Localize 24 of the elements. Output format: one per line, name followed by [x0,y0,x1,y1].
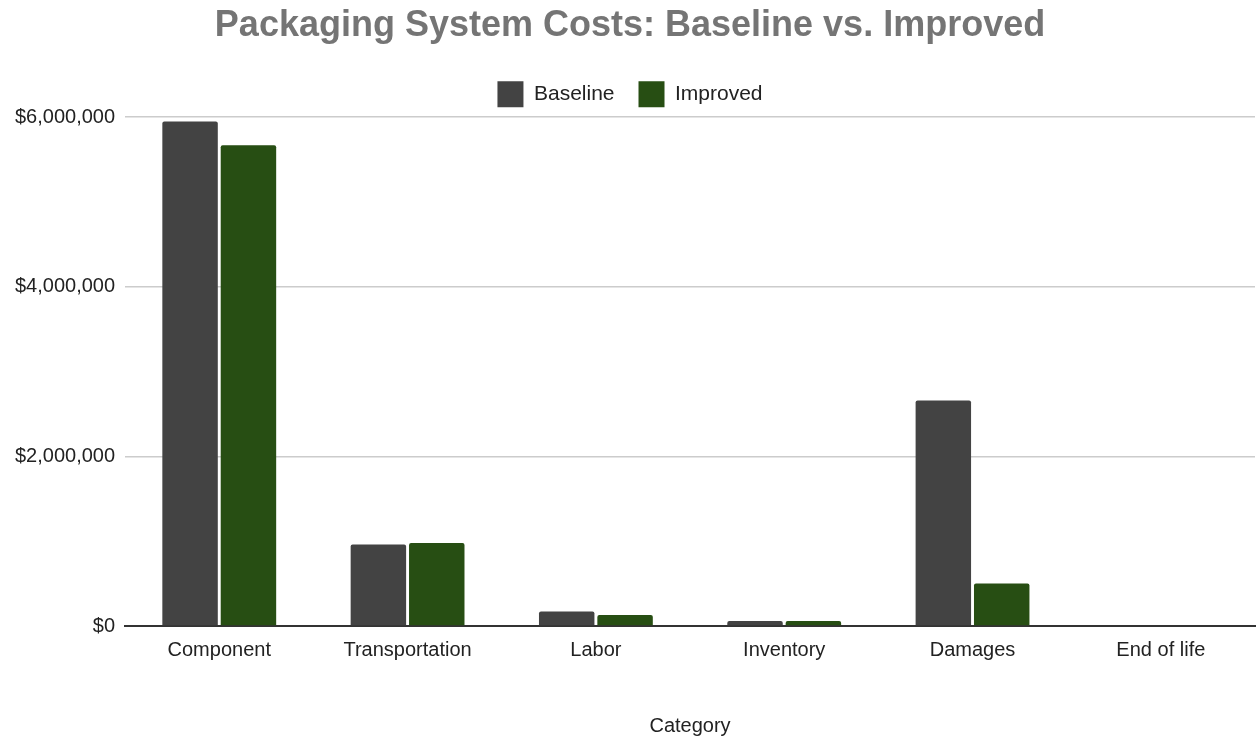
bar [727,620,783,626]
x-tick-label: Labor [570,637,622,660]
y-tick-label: $2,000,000 [14,443,116,466]
bar [973,583,1030,626]
x-tick-label: Component [167,637,272,660]
y-tick-label: $6,000,000 [14,104,116,127]
y-tick-label: $0 [92,613,116,636]
bar [409,542,465,626]
bar [162,121,218,626]
bar [220,145,277,626]
legend-label: Improved [675,81,763,104]
x-tick-label: Damages [929,637,1016,660]
x-tick-label: Transportation [343,637,472,660]
x-tick-label: End of life [1116,637,1206,660]
x-axis-title: Category [649,713,731,736]
y-tick-label: $4,000,000 [14,274,116,297]
chart-title: Packaging System Costs: Baseline vs. Improved [214,2,1046,44]
bar [597,614,653,626]
legend-label: Baseline [533,81,615,104]
bar [915,400,972,626]
x-tick-label: Inventory [743,637,826,660]
bar [350,544,407,626]
bar [785,620,842,626]
bar [538,611,595,626]
